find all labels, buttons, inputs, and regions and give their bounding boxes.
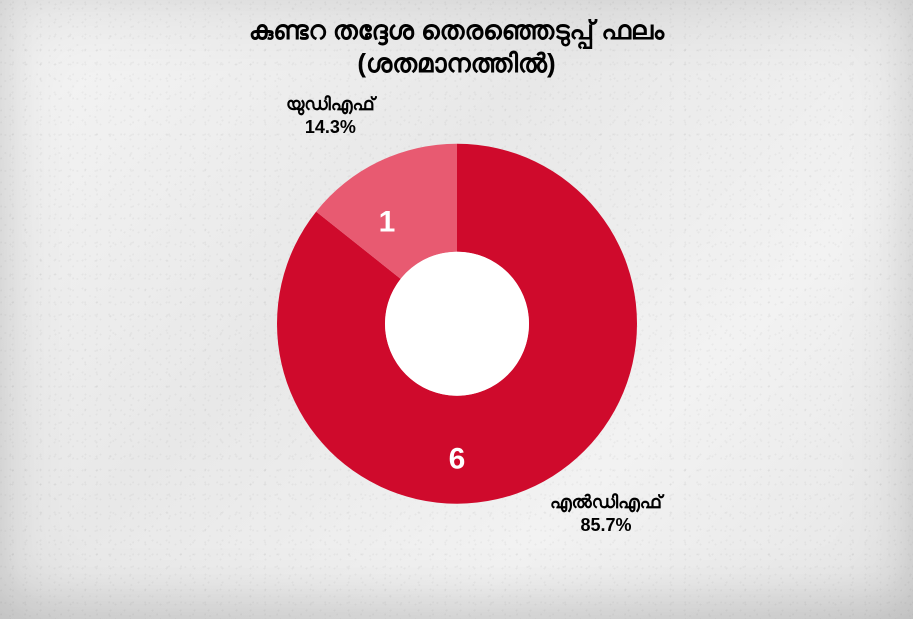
title-line-2: (ശതമാനത്തിൽ) — [357, 48, 555, 78]
slice-name-udf: യുഡിഎഫ് — [286, 94, 375, 115]
slice-value-1: 1 — [378, 205, 395, 238]
donut-svg: 61 — [257, 123, 657, 523]
slice-value-0: 6 — [448, 442, 465, 475]
slice-name-ldf: എൽഡിഎഫ് — [550, 492, 662, 513]
donut-chart: 61 — [257, 123, 657, 528]
title-line-1: കുണ്ടറ തദ്ദേശ തെരഞ്ഞെടുപ്പ് ഫലം — [249, 15, 664, 45]
chart-container: കുണ്ടറ തദ്ദേശ തെരഞ്ഞെടുപ്പ് ഫലം (ശതമാനത്… — [0, 0, 913, 619]
donut-hole — [385, 251, 529, 395]
chart-title: കുണ്ടറ തദ്ദേശ തെരഞ്ഞെടുപ്പ് ഫലം (ശതമാനത്… — [0, 14, 913, 79]
slice-label-udf: യുഡിഎഫ് 14.3% — [286, 94, 375, 138]
slice-percent-ldf: 85.7% — [550, 515, 662, 536]
slice-label-ldf: എൽഡിഎഫ് 85.7% — [550, 492, 662, 536]
slice-percent-udf: 14.3% — [286, 117, 375, 138]
